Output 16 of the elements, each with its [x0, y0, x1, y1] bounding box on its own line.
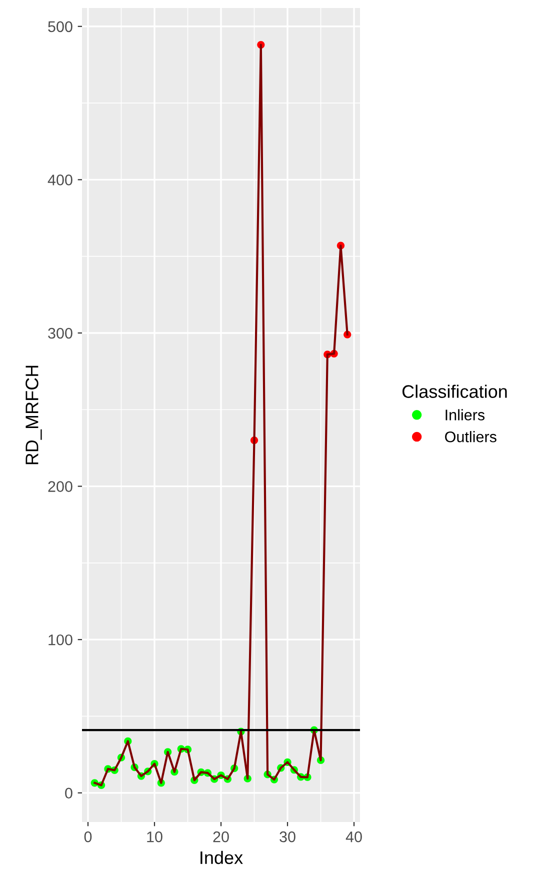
legend-label: Outliers [445, 431, 496, 442]
y-tick-label: 500 [48, 21, 72, 32]
x-tick-label: 40 [346, 831, 362, 842]
y-tick-label: 100 [48, 634, 72, 646]
x-tick-label: 10 [147, 831, 162, 842]
y-axis-title: RD_MRFCH [26, 366, 42, 464]
x-tick-label: 0 [84, 831, 92, 842]
legend-title: Classification [402, 384, 507, 398]
y-tick-label: 200 [48, 481, 72, 492]
y-tick-label: 0 [65, 788, 72, 799]
x-tick-label: 20 [213, 831, 229, 842]
y-tick-label: 300 [48, 328, 72, 339]
x-tick-label: 30 [280, 831, 296, 842]
legend-label: Inliers [446, 409, 485, 420]
y-tick-label: 400 [48, 174, 72, 186]
x-axis-title: Index [200, 850, 243, 864]
